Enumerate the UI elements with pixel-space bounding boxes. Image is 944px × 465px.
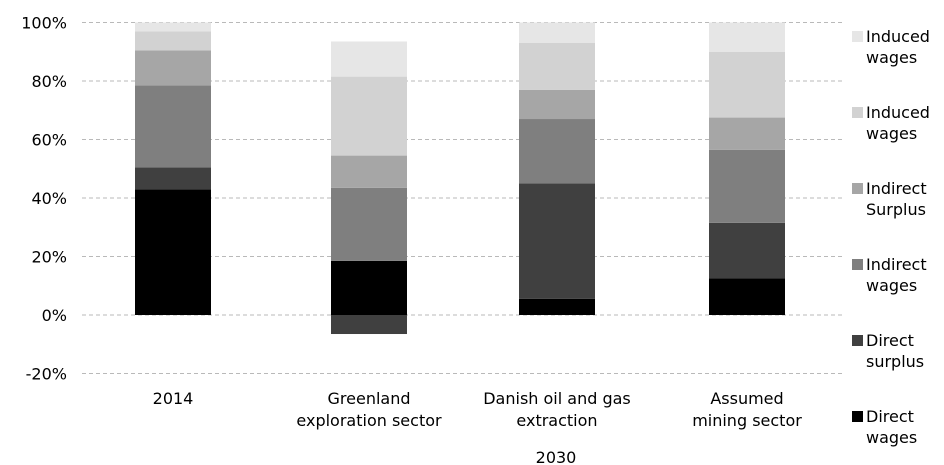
bar-segment	[135, 50, 211, 86]
y-tick-label: 20%	[31, 248, 67, 267]
legend-item: Indirect wages	[852, 254, 944, 304]
legend-swatch	[852, 31, 863, 42]
bar-segment	[519, 298, 595, 315]
legend-item: Induced wages	[852, 102, 944, 152]
bar-segment	[709, 222, 785, 279]
bar-segment	[519, 89, 595, 120]
legend-label: Direct wages	[866, 407, 918, 447]
legend-item: Indirect Surplus	[852, 178, 944, 228]
y-tick-label: 60%	[31, 131, 67, 150]
legend-swatch	[852, 107, 863, 118]
bar-segment	[331, 315, 407, 335]
legend-label: Induced wages	[866, 27, 930, 67]
bar-segment	[331, 155, 407, 188]
y-tick-label: 0%	[42, 306, 67, 325]
legend-label: Indirect wages	[866, 255, 927, 295]
legend-label: Indirect Surplus	[866, 179, 927, 219]
legend-swatch	[852, 335, 863, 346]
bar-segment	[709, 278, 785, 315]
bar-segment	[519, 183, 595, 299]
bar-segment	[709, 51, 785, 118]
bar-segment	[331, 260, 407, 315]
bar-segment	[135, 85, 211, 168]
x-axis-category-labels: 2014 Greenland exploration sector Danish oi…	[153, 389, 803, 430]
x-tick-label: Danish oil and gas extraction	[483, 389, 631, 430]
bar-segment	[519, 42, 595, 90]
legend-item: Induced wages	[852, 26, 944, 76]
legend-label: Direct surplus	[866, 331, 925, 371]
y-axis-tick-labels: 100% 80% 60% 40% 20% 0% -20%	[21, 14, 67, 384]
legend-label: Induced wages	[866, 103, 930, 143]
y-tick-label: 40%	[31, 189, 67, 208]
x-axis-group-label: 2030	[536, 448, 577, 465]
bar-segment	[135, 22, 211, 32]
bar-segment	[135, 31, 211, 51]
x-tick-label: Greenland exploration sector	[296, 389, 442, 430]
legend-item: Direct surplus	[852, 330, 944, 380]
y-tick-label: 100%	[21, 14, 67, 33]
bar-segment	[519, 119, 595, 184]
bar-segment	[331, 41, 407, 77]
bar-segment	[709, 149, 785, 223]
legend-swatch	[852, 259, 863, 270]
bar-segment	[135, 189, 211, 315]
bar-segment	[519, 22, 595, 43]
bar-segment	[709, 117, 785, 150]
bar-segment	[331, 76, 407, 156]
y-tick-label: -20%	[26, 365, 67, 384]
legend-item: Direct wages	[852, 406, 944, 456]
legend-swatch	[852, 411, 863, 422]
x-tick-label: 2014	[153, 389, 194, 408]
bar-segment	[709, 22, 785, 52]
x-tick-label: Assumed mining sector	[692, 389, 802, 430]
y-tick-label: 80%	[31, 72, 67, 91]
bar-segment	[135, 167, 211, 190]
bars	[135, 22, 785, 335]
bar-segment	[331, 187, 407, 261]
legend-swatch	[852, 183, 863, 194]
